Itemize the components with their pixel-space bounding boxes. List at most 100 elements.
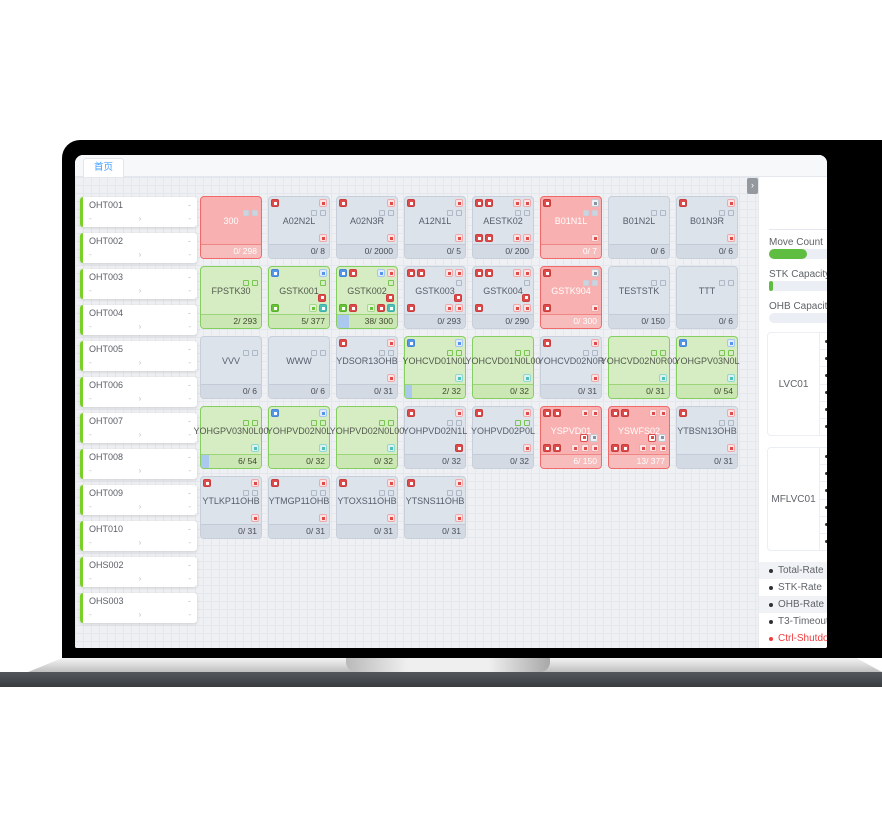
status-badge-lightred-icon	[445, 304, 453, 312]
oht-card-oht005[interactable]: OHT005 - - › -	[80, 341, 197, 371]
stk-tile-gstk001[interactable]: GSTK001 5/ 377	[268, 266, 330, 329]
stk-tile-yohcvd02n0r[interactable]: YOHCVD02N0R 0/ 31	[538, 336, 604, 399]
port-square-icon	[388, 490, 394, 496]
stat-row[interactable]	[820, 419, 827, 435]
stat-row[interactable]	[820, 448, 827, 466]
stk-tile-gstk004[interactable]: GSTK004 0/ 290	[472, 266, 534, 329]
stat-row[interactable]	[820, 534, 827, 550]
oht-card-oht006[interactable]: OHT006 - - › -	[80, 377, 197, 407]
stk-tile-a02n2l[interactable]: A02N2L 0/ 8	[268, 196, 330, 259]
oht-card-oht008[interactable]: OHT008 - - › -	[80, 449, 197, 479]
stk-tile-www[interactable]: WWW 0/ 6	[268, 336, 330, 399]
oht-card-oht004[interactable]: OHT004 - - › -	[80, 305, 197, 335]
stk-tile-count: 0/ 290	[473, 314, 533, 328]
bullet-dot-icon	[825, 356, 827, 360]
status-badge-red-icon	[271, 479, 279, 487]
port-square-icon	[379, 490, 385, 496]
stk-tile-ytmgp11ohb[interactable]: YTMGP11OHB 0/ 31	[268, 476, 330, 539]
sidebar-collapse-button[interactable]: ›	[747, 178, 758, 194]
stat-row[interactable]	[820, 333, 827, 351]
legend-item-t3-timeout[interactable]: T3-Timeout	[759, 613, 827, 630]
status-badge-lightred-icon	[513, 234, 521, 242]
map-canvas[interactable]: OHT001- - › - OHT002- - › - OHT003- - › - OHT004- - › -…	[75, 177, 758, 648]
badge-group-br	[455, 374, 463, 382]
oht-card-oht003[interactable]: OHT003 - - › -	[80, 269, 197, 299]
stk-tile-b01n2l[interactable]: B01N2L 0/ 6	[608, 196, 670, 259]
stk-tile-yohcvd02n0r00[interactable]: YOHCVD02N0R00 0/ 31	[601, 336, 677, 399]
stat-row[interactable]	[820, 402, 827, 419]
stk-tile-teststk[interactable]: TESTSTK 0/ 150	[608, 266, 670, 329]
legend-item-total-rate[interactable]: Total-Rate	[759, 562, 827, 579]
stk-tile-yohpvd02n1l[interactable]: YOHPVD02N1L 0/ 32	[403, 406, 467, 469]
stk-tile-ydsor13ohb[interactable]: YDSOR13OHB 0/ 31	[336, 336, 398, 399]
stk-tile-ytsns11ohb[interactable]: YTSNS11OHB 0/ 31	[404, 476, 466, 539]
status-badge-lightred-icon	[513, 199, 521, 207]
stk-tile-ytoxs11ohb[interactable]: YTOXS11OHB 0/ 31	[336, 476, 398, 539]
stk-tile-count: 0/ 298	[201, 244, 261, 258]
stk-tile-vvv[interactable]: VVV 0/ 6	[200, 336, 262, 399]
stk-tile-gstk003[interactable]: GSTK003 0/ 293	[404, 266, 466, 329]
stk-tile-yohcvd01n0l[interactable]: YOHCVD01N0L 2/ 32	[402, 336, 468, 399]
stat-row[interactable]	[820, 500, 827, 517]
oht-card-oht009[interactable]: OHT009 - - › -	[80, 485, 197, 515]
oht-card-ohs003[interactable]: OHS003 - - › -	[80, 593, 197, 623]
port-indicator-squares	[379, 420, 394, 426]
stk-tile-yohgpv03n0l[interactable]: YOHGPV03N0L 0/ 54	[674, 336, 740, 399]
stk-tile-yohpvd02p0l[interactable]: YOHPVD02P0L 0/ 32	[471, 406, 535, 469]
stk-tile-ttt[interactable]: TTT 0/ 6	[676, 266, 738, 329]
stk-tile-yohpvd02n0l[interactable]: YOHPVD02N0L 0/ 32	[267, 406, 331, 469]
stk-tile-yspvd01[interactable]: YSPVD01 6/ 150	[540, 406, 602, 469]
stk-tile-yohpvd02n0l00[interactable]: YOHPVD02N0L00 0/ 32	[330, 406, 404, 469]
laptop-base-notch	[346, 658, 550, 672]
stat-row[interactable]	[820, 385, 827, 402]
stk-tile-fpstk30[interactable]: FPSTK30 2/ 293	[200, 266, 262, 329]
oht-card-oht007[interactable]: OHT007 - - › -	[80, 413, 197, 443]
port-square-icon	[660, 350, 666, 356]
status-badge-lightred-icon	[455, 479, 463, 487]
badge-group-tl	[339, 479, 347, 487]
tab-home[interactable]: 首页	[83, 158, 125, 177]
stat-row[interactable]	[820, 482, 827, 500]
port-square-icon	[379, 420, 385, 426]
stk-tile-gstk904[interactable]: GSTK904 0/ 300	[540, 266, 602, 329]
oht-card-oht001[interactable]: OHT001 - - › -	[80, 197, 197, 227]
oht-card-ohs002[interactable]: OHS002 - - › -	[80, 557, 197, 587]
badge-group-tl	[339, 339, 347, 347]
stk-tile-aestk02[interactable]: AESTK02 0/ 200	[472, 196, 534, 259]
stk-tile-300[interactable]: 300 0/ 298	[200, 196, 262, 259]
stk-tile-yswfs02[interactable]: YSWFS02 13/ 377	[608, 406, 670, 469]
stk-tile-count: 0/ 6	[677, 314, 737, 328]
port-square-icon	[320, 490, 326, 496]
status-badge-red-icon	[407, 199, 415, 207]
stk-tile-yohgpv03n0l00[interactable]: YOHGPV03N0L00 6/ 54	[193, 406, 269, 469]
stk-tile-yohcvd01n0l00[interactable]: YOHCVD01N0L00 0/ 32	[465, 336, 541, 399]
move-count-label: Move Count	[769, 237, 823, 248]
status-badge-red-icon	[271, 199, 279, 207]
legend-item-ctrl-shutdown[interactable]: Ctrl-Shutdown	[759, 630, 827, 647]
stk-tile-a02n3r[interactable]: A02N3R 0/ 2000	[336, 196, 398, 259]
stk-tile-gstk002[interactable]: GSTK002 38/ 300	[336, 266, 398, 329]
status-badge-red-icon	[407, 479, 415, 487]
port-square-icon	[515, 210, 521, 216]
stat-row[interactable]	[820, 350, 827, 368]
stk-tile-ytlkp11ohb[interactable]: YTLKP11OHB 0/ 31	[200, 476, 262, 539]
stat-row[interactable]	[820, 367, 827, 385]
stk-capacity-gauge	[769, 281, 827, 291]
port-square-icon	[447, 420, 453, 426]
stat-row[interactable]	[820, 517, 827, 534]
port-indicator-squares	[311, 350, 326, 356]
stat-row[interactable]	[820, 465, 827, 483]
oht-card-title-row: OHT005 -	[89, 344, 191, 355]
stk-tile-a12n1l[interactable]: A12N1L 0/ 5	[404, 196, 466, 259]
legend-item-stk-rate[interactable]: STK-Rate	[759, 579, 827, 596]
stk-tile-ytbsn13ohb[interactable]: YTBSN13OHB 0/ 31	[676, 406, 738, 469]
stk-tile-name: B01N3R	[689, 215, 725, 226]
legend-item-ohb-rate[interactable]: OHB-Rate	[759, 596, 827, 613]
oht-card-oht002[interactable]: OHT002 - - › -	[80, 233, 197, 263]
oht-card-oht010[interactable]: OHT010 - - › -	[80, 521, 197, 551]
badge-group-tr	[727, 409, 735, 417]
stk-tile-name: B01N1L	[554, 215, 588, 226]
oht-name: OHT002	[89, 236, 124, 246]
stk-tile-b01n3r[interactable]: B01N3R 0/ 6	[676, 196, 738, 259]
stk-tile-b01n1l[interactable]: B01N1L 0/ 7	[540, 196, 602, 259]
